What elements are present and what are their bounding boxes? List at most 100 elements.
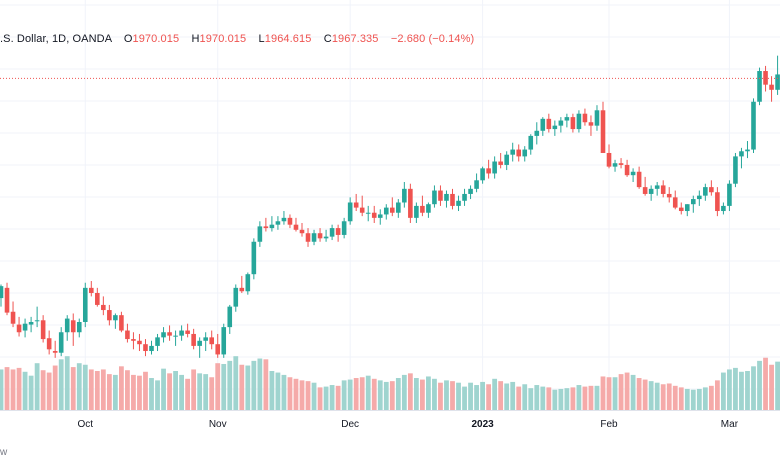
candle-body bbox=[22, 323, 28, 331]
volume-bars bbox=[0, 356, 780, 410]
volume-bar bbox=[251, 360, 257, 410]
volume-bar bbox=[389, 381, 395, 410]
candle-body bbox=[420, 205, 425, 213]
volume-bar bbox=[721, 372, 726, 410]
candle-body bbox=[173, 335, 178, 337]
candle-body bbox=[293, 224, 299, 230]
volume-bar bbox=[4, 367, 10, 410]
candle-body bbox=[281, 217, 287, 222]
candle-body bbox=[233, 287, 239, 307]
candle-body bbox=[335, 228, 341, 235]
volume-bar bbox=[197, 373, 203, 410]
candle-body bbox=[739, 151, 744, 157]
candle-body bbox=[624, 164, 630, 176]
volume-bar bbox=[149, 378, 154, 410]
volume-bar bbox=[119, 366, 124, 410]
volume-bar bbox=[323, 386, 329, 410]
volume-bar bbox=[263, 359, 269, 410]
volume-bar bbox=[0, 369, 4, 410]
volume-bar bbox=[161, 368, 166, 410]
candle-body bbox=[149, 345, 154, 352]
volume-bar bbox=[269, 371, 275, 410]
candle-body bbox=[359, 207, 365, 213]
candle-body bbox=[396, 202, 401, 213]
candle-body bbox=[70, 320, 76, 333]
open-label: O bbox=[123, 33, 133, 45]
volume-bar bbox=[401, 374, 407, 410]
volume-bar bbox=[606, 377, 612, 410]
volume-bar bbox=[125, 370, 130, 410]
volume-bar bbox=[203, 374, 209, 410]
candle-body bbox=[534, 130, 540, 136]
candle-body bbox=[642, 187, 648, 194]
candle-body bbox=[606, 152, 612, 167]
candle-body bbox=[558, 120, 564, 126]
volume-bar bbox=[155, 380, 160, 410]
candle-body bbox=[251, 241, 257, 275]
volume-bar bbox=[654, 382, 660, 410]
candle-body bbox=[450, 193, 455, 206]
volume-bar bbox=[22, 371, 28, 410]
volume-bar bbox=[40, 370, 46, 410]
candle-body bbox=[46, 338, 52, 350]
candle-body bbox=[600, 110, 606, 153]
volume-bar bbox=[666, 383, 672, 410]
volume-bar bbox=[70, 367, 76, 410]
candle-body bbox=[594, 110, 600, 126]
candle-body bbox=[82, 287, 88, 322]
volume-bar bbox=[407, 373, 413, 410]
volume-bar bbox=[678, 387, 684, 410]
candle-body bbox=[618, 163, 624, 165]
candle-body bbox=[402, 188, 407, 203]
volume-bar bbox=[727, 369, 732, 410]
change-value: −2.680 (−0.14%) bbox=[390, 33, 475, 45]
volume-bar bbox=[191, 369, 197, 410]
volume-bar bbox=[341, 380, 347, 410]
candle-body bbox=[10, 311, 16, 324]
candle-body bbox=[582, 113, 588, 123]
candle-body bbox=[654, 185, 660, 189]
volume-bar bbox=[94, 371, 100, 410]
volume-bar bbox=[684, 388, 690, 410]
candle-body bbox=[552, 125, 558, 130]
volume-bar bbox=[167, 373, 172, 410]
candle-body bbox=[347, 202, 353, 222]
volume-bar bbox=[672, 385, 678, 410]
candle-body bbox=[546, 118, 552, 130]
x-tick-label: Nov bbox=[209, 419, 227, 430]
low-label: L bbox=[258, 33, 265, 45]
volume-bar bbox=[468, 382, 473, 410]
candle-body bbox=[666, 193, 672, 198]
volume-bar bbox=[438, 382, 443, 410]
volume-bar bbox=[420, 379, 425, 410]
candle-body bbox=[498, 161, 503, 165]
candle-body bbox=[28, 322, 34, 325]
volume-bar bbox=[522, 384, 528, 410]
candle-body bbox=[727, 183, 732, 206]
candle-body bbox=[245, 274, 251, 292]
candle-body bbox=[299, 229, 305, 234]
candle-body bbox=[703, 187, 708, 196]
candle-body bbox=[64, 318, 70, 333]
volume-bar bbox=[28, 375, 34, 410]
candle-body bbox=[691, 199, 696, 205]
volume-bar bbox=[570, 387, 576, 410]
candle-body bbox=[371, 212, 377, 218]
volume-bar bbox=[233, 356, 239, 410]
candle-body bbox=[390, 207, 395, 213]
volume-bar bbox=[498, 381, 504, 410]
candle-body bbox=[492, 161, 497, 174]
candle-body bbox=[269, 224, 275, 229]
volume-bar bbox=[353, 378, 359, 410]
volume-bar bbox=[16, 367, 22, 410]
volume-bar bbox=[757, 360, 762, 410]
candle-body bbox=[660, 185, 666, 194]
candle-body bbox=[341, 221, 347, 235]
volume-bar bbox=[702, 387, 708, 410]
candle-body bbox=[510, 149, 515, 155]
volume-bar bbox=[299, 380, 305, 410]
volume-bar bbox=[347, 379, 353, 410]
volume-bar bbox=[112, 374, 118, 410]
